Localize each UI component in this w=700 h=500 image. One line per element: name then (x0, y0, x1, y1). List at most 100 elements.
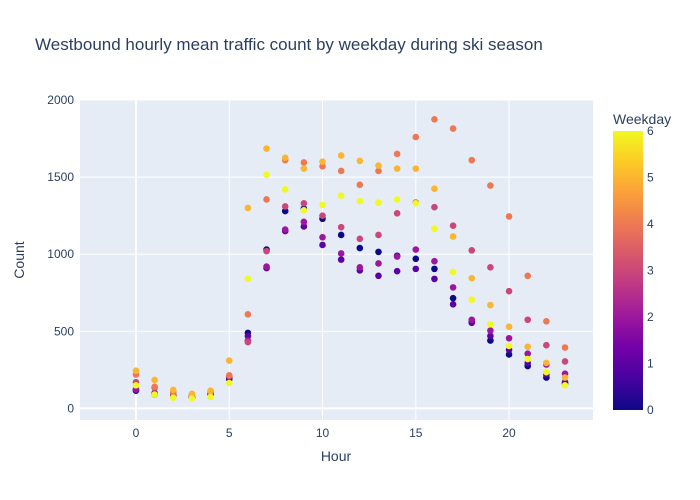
data-point (487, 332, 494, 340)
data-point (561, 382, 569, 389)
data-points (132, 115, 569, 402)
data-point (543, 359, 550, 367)
x-tick-label: 15 (409, 426, 423, 440)
data-point (244, 275, 252, 283)
data-point (356, 197, 364, 205)
data-point (468, 274, 476, 282)
data-point (543, 318, 550, 325)
colorbar-tick-label: 5 (647, 171, 654, 185)
data-point (449, 268, 457, 276)
data-point (393, 165, 401, 172)
colorbar-tick-label: 3 (647, 264, 654, 278)
data-point (524, 350, 532, 357)
y-axis-title: Count (11, 241, 27, 278)
data-point (393, 210, 401, 217)
data-point (505, 323, 513, 330)
data-point (356, 264, 364, 271)
data-point (281, 207, 289, 215)
data-point (505, 213, 513, 220)
data-point (151, 383, 158, 391)
data-point (132, 367, 140, 374)
data-point (281, 203, 289, 210)
data-point (468, 156, 476, 164)
data-point (431, 257, 438, 265)
data-point (356, 244, 364, 252)
data-point (244, 204, 252, 212)
data-point (412, 255, 420, 263)
data-point (449, 125, 457, 132)
data-point (244, 332, 252, 340)
data-point (169, 386, 177, 394)
data-point (561, 374, 569, 381)
data-point (300, 165, 308, 172)
colorbar-title: Weekday (613, 111, 671, 127)
data-point (449, 284, 457, 291)
data-point (207, 393, 214, 401)
data-point (225, 379, 233, 387)
data-point (449, 233, 457, 240)
y-tick-labels: 0 500 1000 1500 2000 (47, 93, 74, 415)
data-point (524, 272, 532, 280)
data-point (337, 250, 345, 257)
colorbar-gradient (613, 131, 643, 410)
data-point (207, 387, 214, 394)
y-tick-label: 1500 (47, 170, 74, 184)
colorbar-tick-labels: 0 1 2 3 4 5 6 (647, 124, 654, 417)
data-point (319, 233, 326, 241)
colorbar-tick-label: 6 (647, 124, 654, 138)
data-point (487, 327, 494, 334)
x-tick-label: 20 (502, 426, 516, 440)
colorbar-tick-label: 2 (647, 310, 654, 324)
data-point (375, 199, 382, 206)
data-point (487, 301, 494, 309)
data-point (375, 162, 382, 169)
data-point (375, 167, 382, 175)
data-point (412, 265, 420, 273)
data-point (412, 200, 420, 207)
data-point (431, 203, 438, 211)
data-point (431, 225, 438, 233)
x-tick-label: 5 (226, 426, 233, 440)
data-point (524, 343, 532, 351)
data-point (468, 316, 476, 324)
colorbar-tick-label: 1 (647, 357, 654, 371)
data-point (337, 231, 345, 239)
data-point (431, 185, 438, 192)
data-point (431, 275, 438, 283)
data-point (319, 163, 326, 170)
data-point (561, 358, 569, 365)
data-point (449, 301, 457, 308)
data-point (412, 133, 420, 141)
data-point (375, 260, 382, 267)
data-point (263, 145, 270, 152)
data-point (300, 223, 308, 230)
y-tick-label: 500 (54, 324, 74, 338)
colorbar: Weekday 0 1 2 3 4 5 6 (613, 111, 671, 417)
data-point (412, 246, 420, 253)
data-point (188, 390, 196, 398)
data-point (132, 382, 140, 389)
data-point (487, 337, 494, 344)
data-point (319, 158, 326, 165)
data-point (393, 267, 401, 275)
data-point (468, 296, 476, 304)
colorbar-tick-label: 0 (647, 403, 654, 417)
data-point (561, 344, 569, 351)
data-point (300, 218, 308, 226)
data-point (487, 182, 494, 189)
data-point (449, 222, 457, 229)
data-point (281, 154, 289, 162)
data-point (393, 150, 401, 158)
data-point (524, 355, 532, 363)
data-point (263, 263, 270, 270)
colorbar-tick-label: 4 (647, 217, 654, 231)
data-point (300, 200, 308, 207)
data-point (449, 294, 457, 302)
data-point (337, 152, 345, 159)
data-point (375, 248, 382, 256)
x-tick-label: 0 (133, 426, 140, 440)
y-tick-label: 2000 (47, 93, 74, 107)
data-point (487, 264, 494, 271)
data-point (300, 159, 308, 166)
